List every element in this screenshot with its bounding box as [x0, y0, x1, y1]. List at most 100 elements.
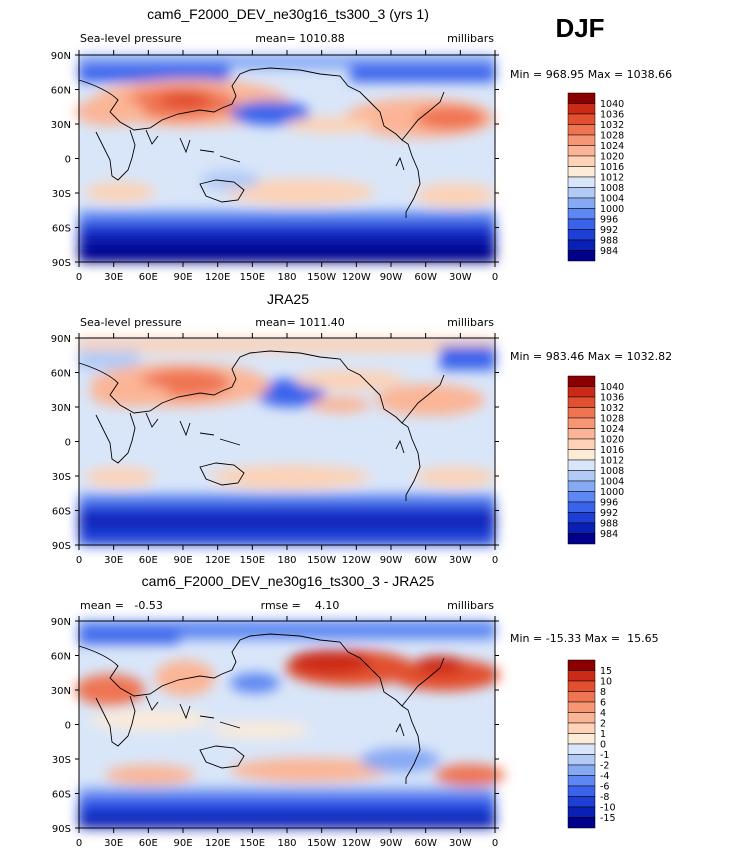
- x-tick-label: 150E: [240, 272, 265, 283]
- y-tick-label: 30S: [52, 755, 71, 766]
- colorbar-box: [567, 701, 596, 713]
- colorbar-label: -15: [600, 813, 616, 824]
- colorbar-label: 1028: [600, 131, 624, 142]
- y-tick-label: 90S: [52, 541, 71, 552]
- panel-reference: JRA25 Sea-level pressure mean= 1011.40 m…: [51, 291, 672, 566]
- colorbar-box: [567, 92, 596, 104]
- x-tick-labels: 0 30E 60E 90E 120E 150E 180 150W 120W 90W 60W 30W 0: [76, 50, 498, 283]
- y-tick-label: 30N: [51, 120, 71, 131]
- x-tick-label: 90W: [380, 272, 403, 283]
- map-plot: 90N 60N 30N 0 30S 60S 90S 0 30E 60E 90E 120E 150E 18…: [51, 50, 499, 283]
- colorbar-label: 1016: [600, 445, 624, 456]
- colorbar-label: 996: [600, 215, 618, 226]
- colorbar-label: 988: [600, 236, 618, 247]
- colorbar-box: [567, 113, 596, 125]
- rmse-label: rmse = 4.10: [261, 599, 340, 612]
- colorbar: 1040103610321028102410201016101210081004…: [567, 375, 624, 545]
- x-tick-label: 120W: [342, 838, 371, 849]
- x-tick-label: 120E: [205, 838, 230, 849]
- colorbar-label: 1040: [600, 99, 624, 110]
- colorbar-label: 1040: [600, 382, 624, 393]
- colorbar-box: [567, 491, 596, 503]
- colorbar-box: [567, 533, 596, 545]
- colorbar-label: 1036: [600, 393, 624, 404]
- x-tick-label: 120E: [205, 555, 230, 566]
- colorbar-box: [567, 754, 596, 766]
- colorbar-label: 1024: [600, 424, 624, 435]
- colorbar-box: [567, 428, 596, 440]
- y-tick-label: 60N: [51, 369, 71, 380]
- x-tick-label: 0: [76, 555, 82, 566]
- units-label: millibars: [447, 316, 494, 329]
- colorbar-label: 0: [600, 740, 606, 751]
- colorbar-label: 992: [600, 508, 618, 519]
- colorbar-label: 1032: [600, 120, 624, 131]
- colorbar-box: [567, 229, 596, 241]
- colorbar-label: 988: [600, 519, 618, 530]
- x-tick-label: 60W: [414, 272, 437, 283]
- colorbar-label: 15: [600, 666, 612, 677]
- x-tick-label: 120W: [342, 555, 371, 566]
- y-tick-labels: 90N 60N 30N 0 30S 60S 90S: [51, 617, 499, 835]
- colorbar-label: -1: [600, 750, 609, 761]
- pressure-field: [79, 338, 495, 545]
- colorbar-label: 1036: [600, 110, 624, 121]
- min-max-label: Min = 983.46 Max = 1032.82: [510, 350, 672, 363]
- x-tick-label: 60E: [139, 555, 158, 566]
- y-tick-label: 60N: [51, 86, 71, 97]
- y-tick-labels: 90N 60N 30N 0 30S 60S 90S: [51, 51, 499, 269]
- variable-label: Sea-level pressure: [80, 32, 182, 45]
- colorbar-box: [567, 817, 596, 829]
- units-label: millibars: [447, 599, 494, 612]
- colorbar-box: [567, 712, 596, 724]
- colorbar-label: -4: [600, 771, 609, 782]
- x-tick-label: 0: [492, 555, 498, 566]
- x-tick-label: 150W: [307, 272, 336, 283]
- panel-title: JRA25: [267, 291, 309, 307]
- colorbar-box: [567, 396, 596, 408]
- colorbar-label: 1000: [600, 487, 624, 498]
- y-tick-label: 90N: [51, 334, 71, 345]
- y-tick-label: 90S: [52, 258, 71, 269]
- x-tick-label: 30W: [449, 555, 472, 566]
- colorbar-label: 6: [600, 698, 606, 709]
- x-tick-label: 90W: [380, 838, 403, 849]
- variable-label: Sea-level pressure: [80, 316, 182, 329]
- colorbar-box: [567, 733, 596, 745]
- x-tick-label: 30E: [104, 838, 123, 849]
- panel-title: cam6_F2000_DEV_ne30g16_ts300_3 (yrs 1): [147, 6, 429, 22]
- colorbar-box: [567, 166, 596, 178]
- colorbar-label: 1028: [600, 414, 624, 425]
- colorbar-box: [567, 239, 596, 251]
- x-tick-label: 60E: [139, 272, 158, 283]
- colorbar-label: 1008: [600, 183, 624, 194]
- x-tick-label: 180: [277, 838, 296, 849]
- x-tick-labels: 0 30E 60E 90E 120E 150E 180 150W 120W 90W 60W 30W 0: [76, 333, 498, 566]
- colorbar-box: [567, 438, 596, 450]
- coastlines: [78, 67, 445, 218]
- colorbar-box: [567, 187, 596, 199]
- colorbar-label: 1004: [600, 194, 624, 205]
- x-tick-label: 60W: [414, 555, 437, 566]
- y-tick-label: 0: [65, 721, 71, 732]
- x-tick-label: 30E: [104, 555, 123, 566]
- min-max-label: Min = -15.33 Max = 15.65: [510, 632, 659, 645]
- colorbar-box: [567, 670, 596, 682]
- colorbar-label: 2: [600, 719, 606, 730]
- x-tick-label: 0: [76, 272, 82, 283]
- x-tick-label: 90W: [380, 555, 403, 566]
- colorbar-label: -2: [600, 761, 609, 772]
- colorbar-box: [567, 134, 596, 146]
- colorbar-label: 1012: [600, 173, 624, 184]
- colorbar-label: 1004: [600, 477, 624, 488]
- colorbar-label: 1012: [600, 456, 624, 467]
- colorbar-label: 1008: [600, 466, 624, 477]
- colorbar-box: [567, 680, 596, 692]
- x-tick-label: 150E: [240, 555, 265, 566]
- panel-title: cam6_F2000_DEV_ne30g16_ts300_3 - JRA25: [142, 573, 435, 589]
- y-tick-label: 60N: [51, 652, 71, 663]
- y-tick-label: 60S: [52, 224, 71, 235]
- colorbar-box: [567, 480, 596, 492]
